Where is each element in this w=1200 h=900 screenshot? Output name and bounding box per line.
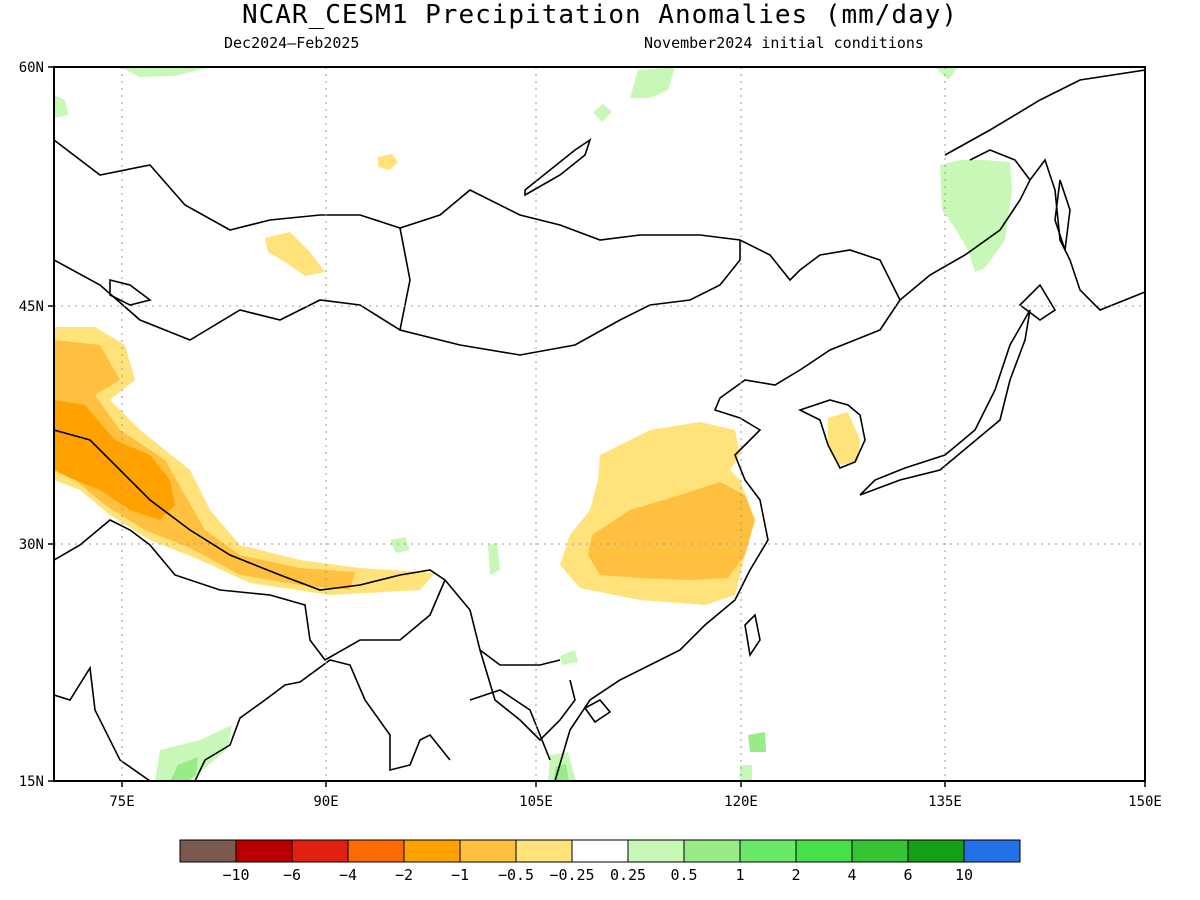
colorbar-label: −0.5 bbox=[498, 866, 534, 884]
border-kazakhstan bbox=[54, 259, 401, 341]
colorbar-label: −1 bbox=[451, 866, 469, 884]
sakhalin-coast bbox=[1054, 179, 1071, 251]
colorbar-swatch bbox=[515, 839, 573, 863]
caspian-aral bbox=[109, 278, 152, 306]
lake-baikal bbox=[524, 138, 592, 197]
taiwan-coast bbox=[744, 613, 761, 658]
wet-philippines-b bbox=[740, 765, 752, 781]
colorbar-label: 10 bbox=[955, 866, 973, 884]
wet-north-d bbox=[593, 104, 612, 122]
lon-label-135e: 135E bbox=[928, 794, 962, 810]
lat-label-45n: 45N bbox=[19, 299, 44, 315]
colorbar-label: −6 bbox=[283, 866, 301, 884]
wet-north-a bbox=[630, 67, 675, 98]
korea-coast bbox=[797, 399, 866, 470]
wet-arabian-sea bbox=[155, 725, 232, 781]
gridlines bbox=[54, 67, 1145, 781]
colorbar-swatch bbox=[739, 839, 797, 863]
dry-balkhash bbox=[378, 154, 398, 170]
colorbar-swatch bbox=[571, 839, 629, 863]
wet-north-b bbox=[120, 67, 210, 77]
wet-manchuria bbox=[940, 160, 1012, 272]
colorbar-label: −10 bbox=[222, 866, 249, 884]
anomaly-shading bbox=[54, 67, 1012, 781]
colorbar-swatch bbox=[291, 839, 349, 863]
colorbar-label: 0.5 bbox=[670, 866, 697, 884]
colorbar-label: 2 bbox=[791, 866, 800, 884]
colorbar-swatch bbox=[347, 839, 405, 863]
map-frame bbox=[53, 66, 1146, 782]
colorbar-swatch bbox=[907, 839, 965, 863]
japan-coast bbox=[859, 283, 1057, 496]
map-title: NCAR_CESM1 Precipitation Anomalies (mm/d… bbox=[241, 0, 959, 30]
coastlines-borders bbox=[54, 69, 1145, 781]
wet-tibet-a bbox=[390, 537, 410, 553]
lon-label-150e: 150E bbox=[1128, 794, 1162, 810]
wet-west-edge bbox=[54, 95, 68, 118]
dry-himalaya-strong bbox=[54, 400, 175, 520]
lon-label-90e: 90E bbox=[313, 794, 338, 810]
border-indochina bbox=[479, 649, 576, 742]
colorbar-swatch bbox=[459, 839, 517, 863]
wet-north-c bbox=[935, 67, 958, 80]
colorbar-label: −4 bbox=[339, 866, 357, 884]
forecast-period: Dec2024–Feb2025 bbox=[224, 34, 360, 52]
wet-south-china bbox=[560, 650, 578, 665]
lat-label-30n: 30N bbox=[19, 537, 44, 553]
colorbar-label: 4 bbox=[847, 866, 856, 884]
border-india bbox=[54, 519, 446, 662]
colorbar-label: 6 bbox=[903, 866, 912, 884]
colorbar-label: −0.25 bbox=[549, 866, 594, 884]
okhotsk-coast bbox=[969, 149, 1031, 181]
wet-arabian-core bbox=[170, 757, 198, 781]
colorbar: −10 −6 −4 −2 −1 −0.5 −0.25 0.25 0.5 1 2 4 6 10 bbox=[179, 839, 1021, 884]
colorbar-swatch bbox=[627, 839, 685, 863]
wet-tibet-b bbox=[488, 543, 500, 575]
border-russia-china bbox=[54, 139, 901, 301]
lat-label-60n: 60N bbox=[19, 60, 44, 76]
lon-label-105e: 105E bbox=[519, 794, 553, 810]
dry-korea bbox=[828, 412, 860, 465]
lon-label-75e: 75E bbox=[109, 794, 134, 810]
colorbar-swatch bbox=[403, 839, 461, 863]
kamchatka-coast bbox=[944, 69, 1145, 156]
asia-coastline bbox=[54, 158, 1145, 781]
wet-philippines bbox=[748, 732, 766, 752]
hainan-coast bbox=[583, 698, 612, 724]
lat-label-15n: 15N bbox=[19, 774, 44, 790]
initial-conditions: November2024 initial conditions bbox=[644, 34, 924, 52]
border-tibet-south bbox=[54, 429, 561, 666]
colorbar-label: 1 bbox=[735, 866, 744, 884]
tick-marks bbox=[48, 66, 1146, 787]
colorbar-swatch bbox=[851, 839, 909, 863]
colorbar-swatch bbox=[795, 839, 853, 863]
border-mongolia bbox=[399, 227, 741, 356]
dry-west-siberia bbox=[265, 232, 325, 276]
colorbar-swatch bbox=[683, 839, 741, 863]
lon-label-120e: 120E bbox=[724, 794, 758, 810]
colorbar-swatch bbox=[235, 839, 293, 863]
colorbar-swatch bbox=[179, 839, 237, 863]
colorbar-label: 0.25 bbox=[610, 866, 646, 884]
colorbar-swatch bbox=[963, 839, 1021, 863]
colorbar-label: −2 bbox=[395, 866, 413, 884]
dry-yangtze-core bbox=[588, 482, 755, 580]
